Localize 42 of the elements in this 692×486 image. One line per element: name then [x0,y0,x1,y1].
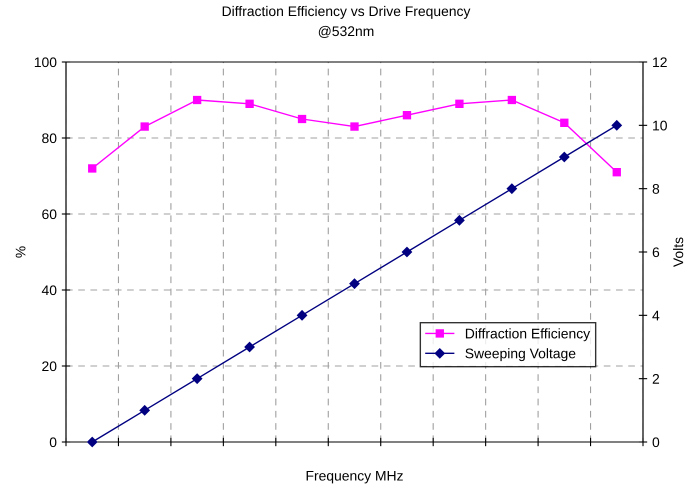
y2-tick-label: 12 [653,57,667,68]
y2-tick-label: 6 [652,247,660,258]
point [612,120,622,130]
point [244,342,255,352]
chart-title: Diffraction Efficiency vs Drive Frequency [222,6,470,19]
y2-tick-label: 2 [652,374,660,384]
legend-label: Sweeping Voltage [465,348,576,362]
point [349,278,360,289]
point [245,100,254,108]
y-tick-label: 20 [42,361,56,372]
point [296,310,308,320]
y-tick-label: 80 [42,133,56,144]
point [402,246,412,258]
point [298,114,306,124]
y2-tick-label: 4 [652,310,660,320]
point [560,118,568,127]
point [454,215,465,226]
y-axis-title: % [16,246,26,258]
point [140,405,150,416]
point [402,111,412,120]
point [350,122,359,131]
legend-label: Diffraction Efficiency [466,328,590,342]
y2-tick-label: 0 [652,437,660,448]
point [140,122,149,131]
y-tick-label: 60 [42,209,56,220]
y2-tick-label: 10 [653,120,667,131]
y-tick-label: 100 [34,57,56,68]
point [559,152,570,162]
y2-axis-title: Volts [673,237,684,267]
y-tick-label: 40 [42,285,56,296]
y-tick-label: 0 [50,437,56,448]
point [508,96,516,104]
x-axis-title: Frequency MHz [306,470,403,484]
chart-subtitle: @532nm [318,26,374,38]
point [192,374,202,384]
point [455,100,464,108]
y2-tick-label: 8 [652,184,660,194]
point [87,436,98,448]
point [506,184,517,194]
point [88,164,96,173]
point [612,168,621,176]
point [192,96,202,104]
